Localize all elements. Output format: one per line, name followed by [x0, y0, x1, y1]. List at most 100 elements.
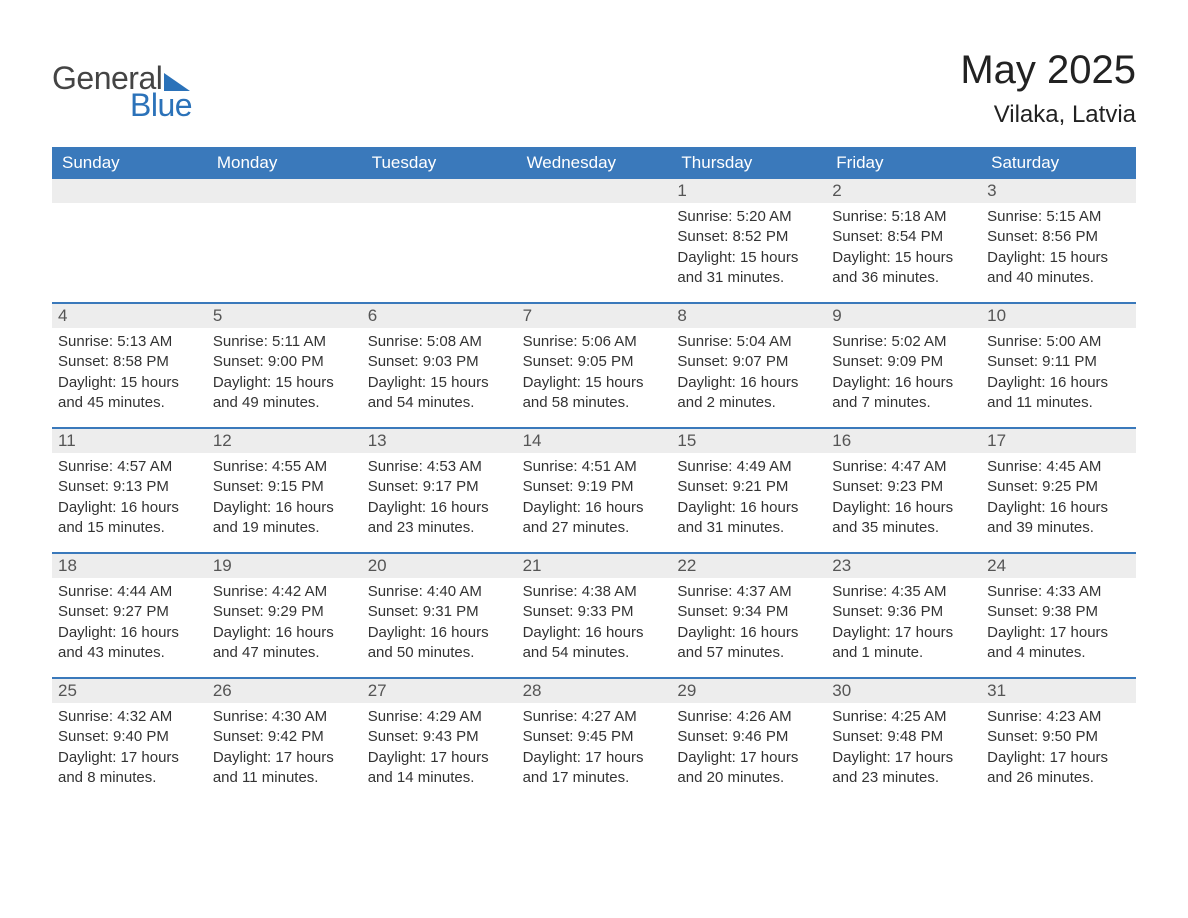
day-number: 15	[671, 429, 826, 453]
weekday-header-row: SundayMondayTuesdayWednesdayThursdayFrid…	[52, 147, 1136, 179]
daylight-text: Daylight: 16 hours and 43 minutes.	[58, 623, 201, 664]
daylight-text: Daylight: 16 hours and 7 minutes.	[832, 373, 975, 414]
sunrise-text: Sunrise: 4:30 AM	[213, 707, 356, 727]
sunset-text: Sunset: 9:25 PM	[987, 477, 1130, 497]
day-detail: Sunrise: 4:45 AMSunset: 9:25 PMDaylight:…	[987, 457, 1130, 538]
header: General Blue May 2025 Vilaka, Latvia	[52, 48, 1136, 129]
day-number: 22	[671, 554, 826, 578]
logo: General Blue	[52, 60, 192, 124]
day-cell: 1Sunrise: 5:20 AMSunset: 8:52 PMDaylight…	[671, 179, 826, 302]
sunset-text: Sunset: 9:03 PM	[368, 352, 511, 372]
day-number: 16	[826, 429, 981, 453]
location-label: Vilaka, Latvia	[960, 101, 1136, 129]
day-cell: 11 Sunrise: 4:57 AMSunset: 9:13 PMDayligh…	[52, 429, 207, 552]
day-cell: 19 Sunrise: 4:42 AMSunset: 9:29 PMDayligh…	[207, 554, 362, 677]
day-number: 31	[981, 679, 1136, 703]
day-detail: Sunrise: 5:04 AMSunset: 9:07 PMDaylight:…	[677, 332, 820, 413]
day-cell: 21Sunrise: 4:38 AMSunset: 9:33 PMDayligh…	[517, 554, 672, 677]
day-cell: 9Sunrise: 5:02 AMSunset: 9:09 PMDaylight…	[826, 304, 981, 427]
day-cell: 31Sunrise: 4:23 AMSunset: 9:50 PMDayligh…	[981, 679, 1136, 802]
sunrise-text: Sunrise: 5:06 AM	[523, 332, 666, 352]
daylight-text: Daylight: 16 hours and 39 minutes.	[987, 498, 1130, 539]
sunrise-text: Sunrise: 4:57 AM	[58, 457, 201, 477]
sunset-text: Sunset: 9:42 PM	[213, 727, 356, 747]
sunrise-text: Sunrise: 5:02 AM	[832, 332, 975, 352]
day-detail: Sunrise: 4:47 AMSunset: 9:23 PMDaylight:…	[832, 457, 975, 538]
day-number: 6	[362, 304, 517, 328]
sunrise-text: Sunrise: 5:00 AM	[987, 332, 1130, 352]
day-detail: Sunrise: 5:08 AMSunset: 9:03 PMDaylight:…	[368, 332, 511, 413]
sunset-text: Sunset: 9:13 PM	[58, 477, 201, 497]
weeks-container: 1Sunrise: 5:20 AMSunset: 8:52 PMDaylight…	[52, 179, 1136, 802]
daylight-text: Daylight: 17 hours and 14 minutes.	[368, 748, 511, 789]
sunrise-text: Sunrise: 4:32 AM	[58, 707, 201, 727]
calendar: SundayMondayTuesdayWednesdayThursdayFrid…	[52, 147, 1136, 802]
day-detail: Sunrise: 4:25 AMSunset: 9:48 PMDaylight:…	[832, 707, 975, 788]
day-cell: 10Sunrise: 5:00 AMSunset: 9:11 PMDayligh…	[981, 304, 1136, 427]
day-number: 26	[207, 679, 362, 703]
daylight-text: Daylight: 16 hours and 15 minutes.	[58, 498, 201, 539]
day-number: 25	[52, 679, 207, 703]
day-number: 27	[362, 679, 517, 703]
sunrise-text: Sunrise: 4:44 AM	[58, 582, 201, 602]
daylight-text: Daylight: 16 hours and 50 minutes.	[368, 623, 511, 664]
day-number	[52, 179, 207, 203]
sunset-text: Sunset: 9:46 PM	[677, 727, 820, 747]
day-number	[207, 179, 362, 203]
sunset-text: Sunset: 9:36 PM	[832, 602, 975, 622]
sunset-text: Sunset: 9:34 PM	[677, 602, 820, 622]
weekday-label: Sunday	[52, 147, 207, 179]
day-detail: Sunrise: 5:15 AMSunset: 8:56 PMDaylight:…	[987, 207, 1130, 288]
daylight-text: Daylight: 17 hours and 1 minute.	[832, 623, 975, 664]
sunrise-text: Sunrise: 4:53 AM	[368, 457, 511, 477]
day-number: 13	[362, 429, 517, 453]
day-number: 11	[52, 429, 207, 453]
day-detail: Sunrise: 4:53 AMSunset: 9:17 PMDaylight:…	[368, 457, 511, 538]
week-row: 25Sunrise: 4:32 AMSunset: 9:40 PMDayligh…	[52, 677, 1136, 802]
sunrise-text: Sunrise: 4:47 AM	[832, 457, 975, 477]
sunrise-text: Sunrise: 5:13 AM	[58, 332, 201, 352]
day-detail: Sunrise: 5:18 AMSunset: 8:54 PMDaylight:…	[832, 207, 975, 288]
weekday-label: Monday	[207, 147, 362, 179]
week-row: 4Sunrise: 5:13 AMSunset: 8:58 PMDaylight…	[52, 302, 1136, 427]
day-cell: 24Sunrise: 4:33 AMSunset: 9:38 PMDayligh…	[981, 554, 1136, 677]
day-cell: 12Sunrise: 4:55 AMSunset: 9:15 PMDayligh…	[207, 429, 362, 552]
week-row: 18Sunrise: 4:44 AMSunset: 9:27 PMDayligh…	[52, 552, 1136, 677]
sunset-text: Sunset: 9:17 PM	[368, 477, 511, 497]
day-detail: Sunrise: 4:40 AMSunset: 9:31 PMDaylight:…	[368, 582, 511, 663]
day-detail: Sunrise: 4:44 AMSunset: 9:27 PMDaylight:…	[58, 582, 201, 663]
day-cell	[52, 179, 207, 302]
day-number: 9	[826, 304, 981, 328]
day-cell: 29 Sunrise: 4:26 AMSunset: 9:46 PMDayligh…	[671, 679, 826, 802]
day-detail: Sunrise: 5:11 AMSunset: 9:00 PMDaylight:…	[213, 332, 356, 413]
title-block: May 2025 Vilaka, Latvia	[960, 48, 1136, 129]
day-detail: Sunrise: 5:06 AMSunset: 9:05 PMDaylight:…	[523, 332, 666, 413]
day-number: 24	[981, 554, 1136, 578]
daylight-text: Daylight: 15 hours and 58 minutes.	[523, 373, 666, 414]
month-title: May 2025	[960, 48, 1136, 93]
daylight-text: Daylight: 15 hours and 36 minutes.	[832, 248, 975, 289]
day-cell: 22Sunrise: 4:37 AMSunset: 9:34 PMDayligh…	[671, 554, 826, 677]
day-number: 10	[981, 304, 1136, 328]
day-detail: Sunrise: 4:42 AMSunset: 9:29 PMDaylight:…	[213, 582, 356, 663]
day-number: 29	[671, 679, 826, 703]
day-number: 19	[207, 554, 362, 578]
weekday-label: Tuesday	[362, 147, 517, 179]
day-cell: 20Sunrise: 4:40 AMSunset: 9:31 PMDayligh…	[362, 554, 517, 677]
sunrise-text: Sunrise: 5:15 AM	[987, 207, 1130, 227]
sunset-text: Sunset: 9:31 PM	[368, 602, 511, 622]
day-cell: 16 Sunrise: 4:47 AMSunset: 9:23 PMDayligh…	[826, 429, 981, 552]
sunrise-text: Sunrise: 4:33 AM	[987, 582, 1130, 602]
daylight-text: Daylight: 17 hours and 26 minutes.	[987, 748, 1130, 789]
day-cell: 23Sunrise: 4:35 AMSunset: 9:36 PMDayligh…	[826, 554, 981, 677]
sunrise-text: Sunrise: 4:38 AM	[523, 582, 666, 602]
day-cell: 17Sunrise: 4:45 AMSunset: 9:25 PMDayligh…	[981, 429, 1136, 552]
daylight-text: Daylight: 17 hours and 17 minutes.	[523, 748, 666, 789]
day-cell: 3Sunrise: 5:15 AMSunset: 8:56 PMDaylight…	[981, 179, 1136, 302]
day-detail: Sunrise: 4:26 AMSunset: 9:46 PMDaylight:…	[677, 707, 820, 788]
day-detail: Sunrise: 4:51 AMSunset: 9:19 PMDaylight:…	[523, 457, 666, 538]
day-cell	[517, 179, 672, 302]
daylight-text: Daylight: 17 hours and 4 minutes.	[987, 623, 1130, 664]
day-detail: Sunrise: 4:55 AMSunset: 9:15 PMDaylight:…	[213, 457, 356, 538]
day-cell: 8Sunrise: 5:04 AMSunset: 9:07 PMDaylight…	[671, 304, 826, 427]
